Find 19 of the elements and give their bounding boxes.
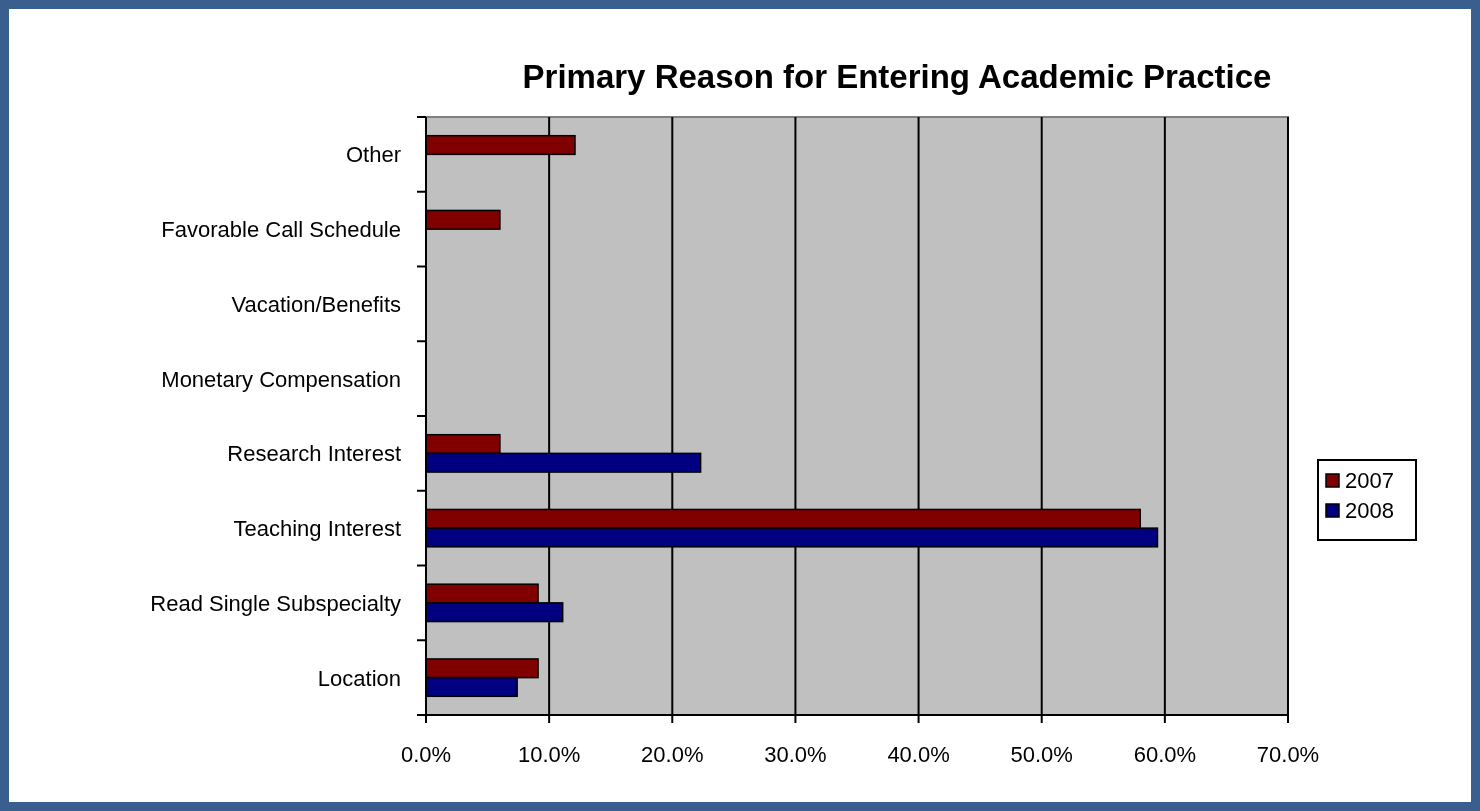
chart-title: Primary Reason for Entering Academic Practice xyxy=(522,58,1272,95)
x-tick-label: 0.0% xyxy=(400,742,452,767)
x-tick-label: 10.0% xyxy=(517,742,581,767)
x-tick-label: 60.0% xyxy=(1133,742,1197,767)
x-tick-label: 50.0% xyxy=(1010,742,1073,767)
y-tick-label: Vacation/Benefits xyxy=(231,291,401,317)
y-tick-label: Monetary Compensation xyxy=(161,366,401,392)
y-tick-label: Teaching Interest xyxy=(233,516,401,542)
x-tick-label: 30.0% xyxy=(764,742,827,767)
legend-label: 2007 xyxy=(1345,468,1394,493)
x-tick-label: 70.0% xyxy=(1256,742,1320,767)
x-tick-label: 40.0% xyxy=(887,742,950,767)
y-tick-label: Location xyxy=(317,665,401,691)
y-tick-label: Other xyxy=(345,142,401,168)
y-tick-label: Read Single Subspecialty xyxy=(150,590,401,616)
x-tick-label: 20.0% xyxy=(641,742,704,767)
y-tick-label: Favorable Call Schedule xyxy=(161,217,401,243)
y-tick-label: Research Interest xyxy=(227,441,401,467)
legend-label: 2008 xyxy=(1345,498,1394,523)
